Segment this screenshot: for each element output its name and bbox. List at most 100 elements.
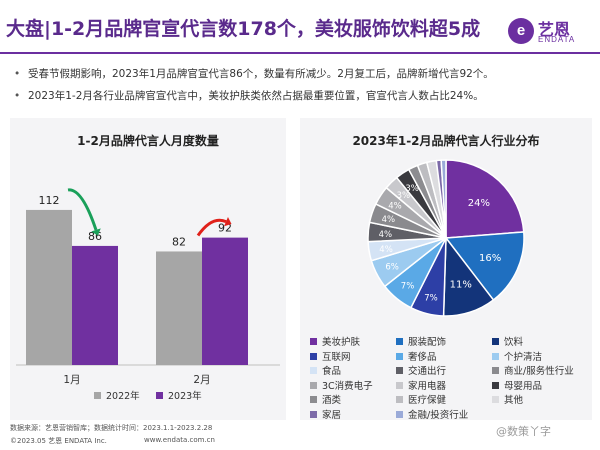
legend-item: 食品: [310, 363, 341, 377]
trend-arrow: [67, 188, 101, 236]
endata-logo: e 艺恩 ENDATA: [508, 17, 596, 47]
watermark: @数策丫字: [496, 425, 551, 438]
legend-label: 个护清洁: [504, 351, 543, 363]
logo-subtext: ENDATA: [538, 35, 576, 44]
bullet-text: 受春节假期影响，2023年1月品牌官宣代言86个，数量有所减少。2月复工后，品牌…: [28, 68, 494, 80]
legend-swatch: [492, 367, 499, 374]
page-title: 大盘|1-2月品牌官宣代言数178个，美妆服饰饮料超5成: [6, 18, 481, 40]
data-source-note: 数据来源：艺恩营销智库；数据统计时间：2023.1.1-2023.2.28: [10, 424, 213, 432]
pie-chart-legend: 美妆护肤 服装配饰 饮料互联网 奢侈品 个护清洁食品 交通出行 商业/服务性行业 3C消费电子…: [300, 334, 592, 421]
legend-item: 饮料: [492, 334, 523, 348]
legend-swatch: [310, 367, 317, 374]
legend-swatch: [492, 396, 499, 403]
legend-swatch: [94, 392, 101, 399]
legend-label: 酒类: [322, 395, 342, 406]
legend-swatch: [396, 367, 403, 374]
legend-item: 2022年: [94, 388, 140, 402]
legend-swatch: [492, 352, 499, 360]
legend-item: 3C消费电子: [310, 378, 373, 392]
pie-chart: 24%16%11%7%7%6%4%4%4%4%3%3%: [367, 159, 525, 317]
legend-swatch: [396, 338, 403, 345]
bullet-point: • 2023年1-2月各行业品牌官宣代言中，美妆护肤类依然占据最重要位置，官宣代言…: [14, 88, 484, 103]
legend-label: 金融/投资行业: [408, 409, 469, 421]
bar-data-label: 82: [172, 235, 186, 248]
bar-data-label: 112: [39, 194, 60, 207]
legend-label: 交通出行: [408, 366, 447, 377]
legend-item: 商业/服务性行业: [492, 363, 574, 377]
pie-slice: [444, 231, 525, 301]
legend-swatch: [492, 381, 499, 389]
legend-label: 饮料: [504, 337, 524, 348]
legend-swatch: [396, 352, 403, 360]
header-divider: [0, 52, 600, 54]
pie-slice: [440, 159, 447, 239]
pie-data-label: 3%: [405, 184, 419, 194]
pie-data-label: 4%: [379, 245, 393, 255]
pie-data-label: 7%: [401, 282, 415, 292]
pie-data-label: 24%: [468, 198, 490, 209]
bullet-point: • 受春节假期影响，2023年1月品牌官宣代言86个，数量有所减少。2月复工后，品…: [14, 66, 494, 81]
legend-label: 美妆护肤: [322, 337, 361, 348]
bullet-dot-icon: •: [14, 90, 21, 102]
legend-label: 互联网: [322, 351, 351, 363]
legend-label: 2023年: [168, 391, 202, 402]
legend-label: 家用电器: [408, 380, 447, 392]
legend-label: 3C消费电子: [322, 380, 373, 392]
legend-label: 家居: [322, 409, 342, 421]
legend-item: 服装配饰: [396, 334, 446, 348]
legend-label: 其他: [504, 395, 524, 406]
legend-swatch: [396, 381, 403, 389]
legend-label: 医疗保健: [408, 395, 447, 406]
bar: [72, 245, 118, 365]
logo-text: 艺恩: [538, 20, 571, 39]
legend-item: 医疗保健: [396, 392, 446, 406]
legend-item: 其他: [492, 392, 523, 406]
x-tick-label: 1月: [63, 374, 80, 386]
pie-data-label: 7%: [424, 293, 438, 303]
legend-swatch: [310, 381, 317, 389]
legend-label: 食品: [322, 366, 342, 377]
bar: [202, 237, 248, 365]
pie-data-label: 4%: [379, 230, 393, 240]
legend-swatch: [492, 338, 499, 345]
legend-label: 服装配饰: [408, 337, 447, 348]
legend-item: 金融/投资行业: [396, 407, 468, 421]
legend-item: 2023年: [156, 388, 202, 402]
legend-swatch: [396, 410, 403, 418]
pie-data-label: 4%: [388, 201, 402, 211]
legend-item: 家用电器: [396, 378, 446, 392]
legend-swatch: [310, 410, 317, 418]
legend-label: 2022年: [106, 391, 140, 402]
legend-swatch: [156, 392, 163, 399]
bullet-dot-icon: •: [14, 68, 21, 80]
legend-item: 交通出行: [396, 363, 446, 377]
legend-item: 互联网: [310, 349, 351, 363]
pie-slice: [445, 159, 525, 239]
pie-data-label: 3%: [397, 191, 411, 201]
bullet-text: 2023年1-2月各行业品牌官宣代言中，美妆护肤类依然占据最重要位置，官宣代言人…: [28, 90, 484, 102]
logo-mark-icon: e: [508, 18, 534, 44]
legend-item: 酒类: [310, 392, 341, 406]
legend-label: 奢侈品: [408, 351, 437, 363]
legend-item: 美妆护肤: [310, 334, 360, 348]
header-bar: [0, 0, 600, 58]
trend-arrow: [196, 217, 232, 237]
legend-label: 母婴用品: [504, 380, 543, 392]
legend-swatch: [310, 396, 317, 403]
website-link[interactable]: www.endata.com.cn: [144, 436, 215, 444]
legend-item: 奢侈品: [396, 349, 437, 363]
bar: [26, 209, 72, 365]
pie-data-label: 6%: [385, 263, 399, 273]
legend-item: 个护清洁: [492, 349, 542, 363]
pie-chart-title: 2023年1-2月品牌代言人行业分布: [352, 134, 540, 148]
copyright-note: ©2023.05 艺恩 ENDATA Inc.: [10, 437, 107, 445]
bar-chart-legend: 2022年 2023年: [10, 388, 286, 402]
legend-item: 家居: [310, 407, 341, 421]
legend-item: 母婴用品: [492, 378, 542, 392]
bar-chart-title: 1-2月品牌代言人月度数量: [77, 134, 219, 148]
pie-data-label: 16%: [479, 253, 501, 264]
legend-swatch: [310, 338, 317, 345]
pie-data-label: 4%: [382, 215, 396, 225]
legend-swatch: [310, 352, 317, 360]
